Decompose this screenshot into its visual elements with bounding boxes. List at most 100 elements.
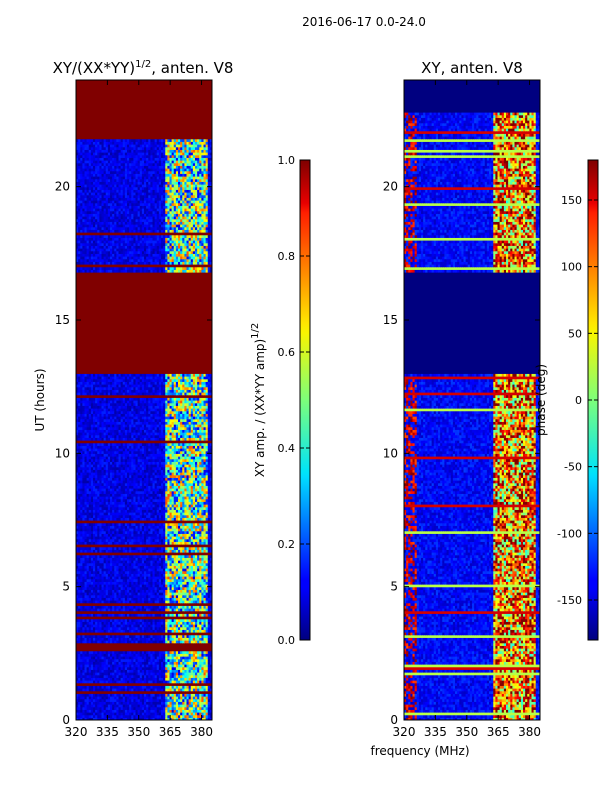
heatmap-cell [175,549,179,553]
heatmap-cell [184,664,188,668]
heatmap-cell [154,573,158,577]
heatmap-cell [152,562,156,566]
heatmap-cell [99,685,103,689]
heatmap-cell [139,709,143,713]
heatmap-cell [76,685,79,689]
heatmap-cell [99,592,103,596]
heatmap-cell [156,498,160,502]
heatmap-cell [182,605,185,609]
heatmap-cell [131,714,134,718]
heatmap-cell [186,658,190,662]
heatmap-cell [156,661,160,665]
heatmap-cell [114,512,117,516]
heatmap-cell [107,573,111,577]
heatmap-cell [154,672,158,676]
heatmap-cell [184,554,188,558]
heatmap-cell [173,584,177,588]
heatmap-cell [110,717,113,720]
heatmap-cell [114,541,117,545]
heatmap-cell [201,685,205,689]
heatmap-cell [173,509,177,513]
heatmap-cell [112,664,115,668]
heatmap-cell [133,557,137,561]
heatmap-cell [184,688,188,692]
heatmap-cell [190,600,194,604]
heatmap-cell [201,613,205,617]
heatmap-cell [82,624,86,628]
heatmap-cell [90,576,94,580]
heatmap-cell [167,629,171,633]
heatmap-cell [156,674,160,678]
heatmap-cell [175,629,179,633]
heatmap-cell [97,538,100,542]
heatmap-cell [114,600,117,604]
heatmap-cell [154,688,158,692]
heatmap-cell [167,608,171,612]
heatmap-cell [135,581,139,585]
heatmap-cell [182,626,185,630]
heatmap-cell [107,597,111,601]
heatmap-cell [103,640,107,644]
heatmap-cell [110,581,113,585]
heatmap-cell [165,664,168,668]
heatmap-cell [209,589,212,593]
heatmap-cell [188,496,192,500]
heatmap-cell [105,685,109,689]
heatmap-cell [173,714,177,718]
heatmap-cell [131,664,134,668]
heatmap-cell [112,581,115,585]
heatmap-cell [190,530,194,534]
heatmap-cell [154,506,158,510]
heatmap-cell [95,712,98,716]
heatmap-cell [201,674,205,678]
heatmap-cell [103,493,107,497]
heatmap-cell [93,624,96,628]
heatmap-cell [88,570,92,574]
heatmap-cell [90,560,94,564]
heatmap-cell [197,717,200,720]
heatmap-cell [107,586,111,590]
heatmap-cell [207,669,211,673]
heatmap-cell [105,677,109,681]
heatmap-streak-row [76,552,212,556]
heatmap-cell [148,517,151,521]
heatmap-cell [110,512,113,516]
heatmap-cell [116,664,120,668]
heatmap-cell [141,504,145,508]
heatmap-cell [118,714,122,718]
heatmap-cell [199,701,202,705]
heatmap-cell [122,640,126,644]
heatmap-cell [167,701,171,705]
heatmap-cell [95,536,98,540]
heatmap-cell [171,488,175,492]
heatmap-cell [93,685,96,689]
heatmap-cell [180,693,183,697]
heatmap-cell [116,554,120,558]
heatmap-cell [165,586,168,590]
heatmap-cell [141,522,145,526]
heatmap-cell [133,586,137,590]
heatmap-cell [146,669,149,673]
heatmap-cell [209,517,212,521]
heatmap-cell [127,546,130,550]
heatmap-cell [184,573,188,577]
heatmap-cell [163,586,166,590]
heatmap-cell [161,536,164,540]
heatmap-cell [122,533,126,537]
heatmap-cell [80,488,83,492]
heatmap-cell [184,629,188,633]
heatmap-cell [167,618,171,622]
heatmap-cell [199,554,202,558]
heatmap-cell [137,525,141,529]
heatmap-cell [80,541,83,545]
heatmap-cell [137,661,141,665]
heatmap-cell [97,554,100,558]
heatmap-cell [90,557,94,561]
heatmap-cell [167,509,171,513]
heatmap-cell [188,549,192,553]
heatmap-cell [97,658,100,662]
heatmap-cell [175,674,179,678]
heatmap-cell [201,528,205,532]
heatmap-cell [137,658,141,662]
heatmap-cell [186,517,190,521]
